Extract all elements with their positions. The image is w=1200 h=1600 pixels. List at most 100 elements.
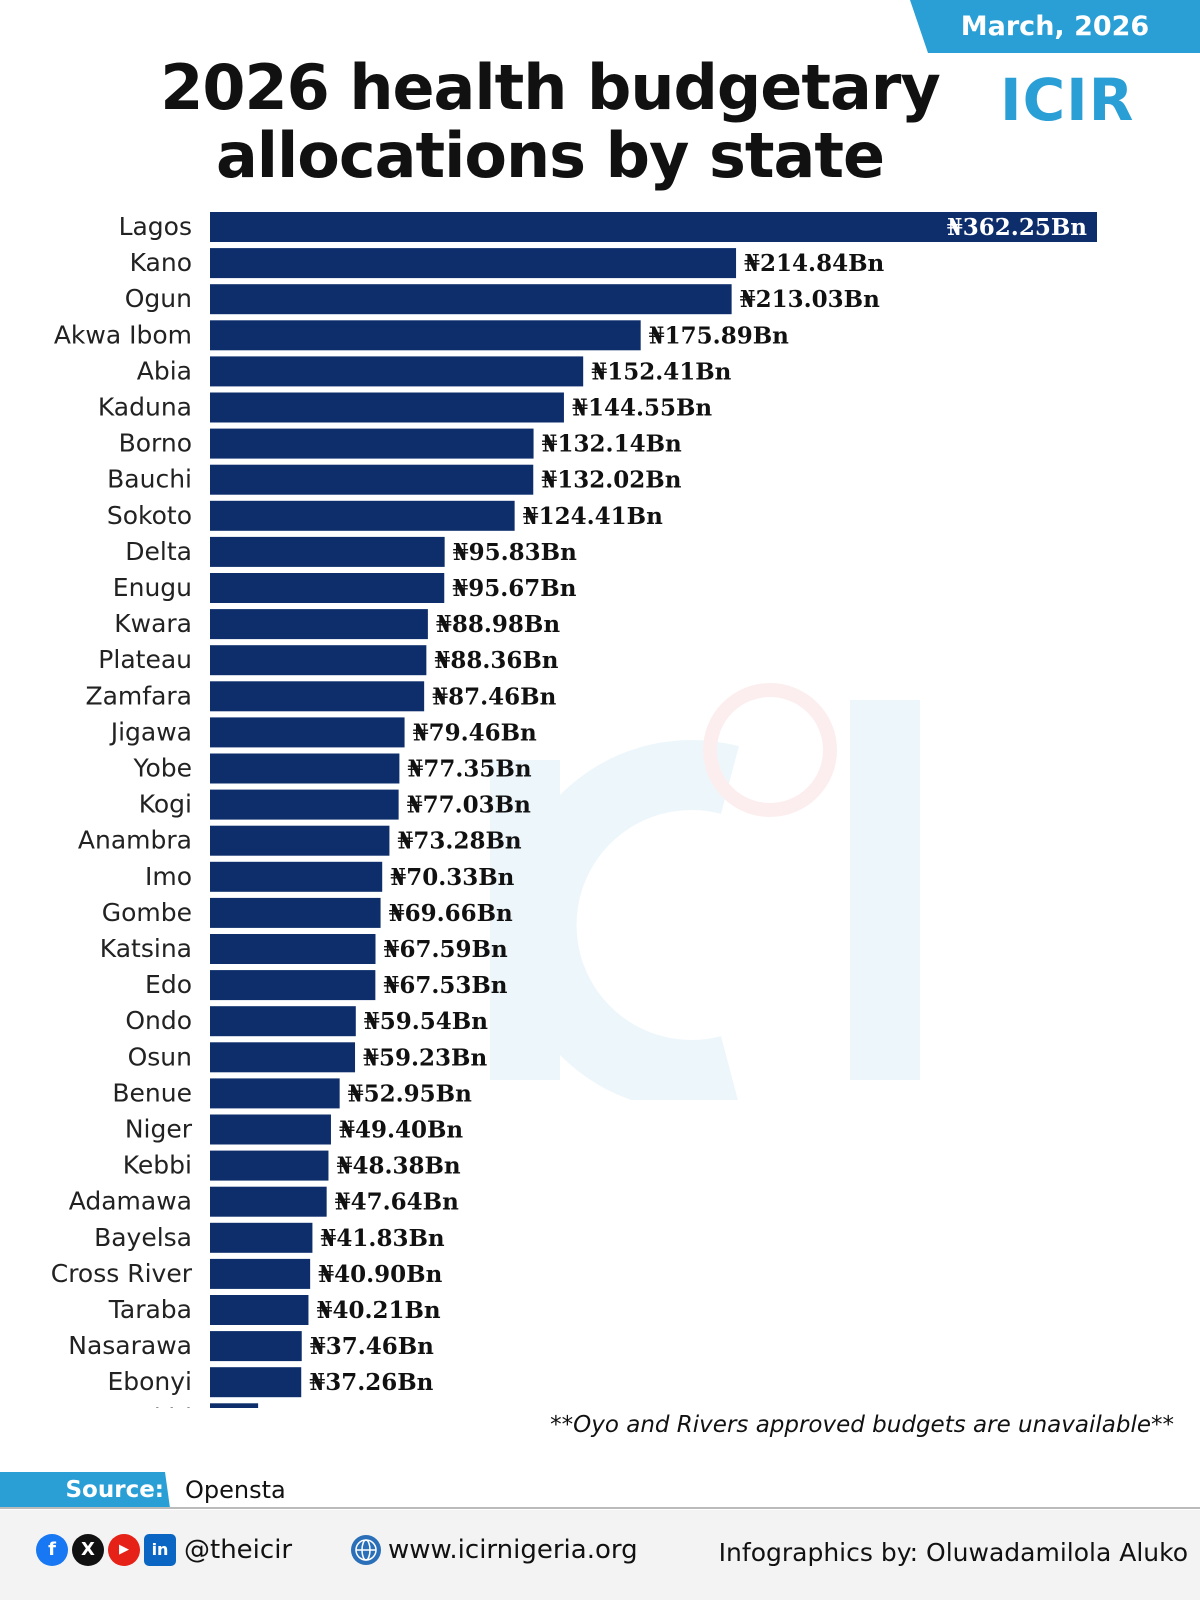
value-label: ₦88.98Bn (436, 611, 560, 638)
bar-kwara (210, 609, 428, 640)
bar-gombe (210, 897, 381, 928)
value-label: ₦70.33Bn (390, 864, 514, 891)
page-title: 2026 health budgetary allocations by sta… (60, 54, 1040, 190)
bar-borno (210, 428, 534, 459)
bar-kogi (210, 789, 399, 820)
category-label: Taraba (108, 1295, 192, 1324)
category-label: Plateau (98, 645, 192, 674)
bar-ondo (210, 1006, 356, 1037)
value-label: ₦214.84Bn (744, 250, 884, 277)
category-label: Edo (145, 970, 192, 999)
bar-kebbi (210, 1150, 329, 1181)
category-label: Delta (125, 537, 192, 566)
value-label: ₦132.14Bn (542, 431, 682, 458)
bar-akwa-ibom (210, 320, 641, 351)
value-label: ₦67.53Bn (383, 972, 507, 999)
bar-yobe (210, 753, 400, 784)
bar-kano (210, 248, 737, 279)
category-label: Borno (119, 429, 192, 458)
category-label: Kano (130, 248, 192, 277)
category-label: Katsina (100, 934, 192, 963)
value-label: ₦40.21Bn (316, 1297, 440, 1324)
category-label: Ondo (125, 1006, 192, 1035)
bar-bauchi (210, 464, 534, 495)
value-label: ₦67.59Bn (383, 936, 507, 963)
category-label: Enugu (113, 573, 192, 602)
category-label: Kogi (139, 790, 192, 819)
category-label: Kwara (114, 609, 192, 638)
bar-lagos (210, 212, 1097, 242)
value-label: ₦144.55Bn (572, 395, 712, 422)
category-label: Sokoto (107, 501, 192, 530)
category-label: Osun (128, 1042, 192, 1071)
facebook-icon[interactable]: f (36, 1534, 68, 1566)
value-label: ₦19.65Bn (266, 1405, 390, 1408)
value-label: ₦47.64Bn (335, 1189, 459, 1216)
bar-niger (210, 1114, 331, 1145)
category-label: Lagos (119, 212, 192, 241)
category-label: Ogun (125, 284, 192, 313)
divider (0, 1507, 1200, 1509)
value-label: ₦59.23Bn (363, 1044, 487, 1071)
value-label: ₦88.36Bn (434, 647, 558, 674)
bar-edo (210, 970, 376, 1001)
bar-zamfara (210, 681, 425, 712)
category-label: Ebonyi (107, 1367, 192, 1396)
category-label: Kebbi (123, 1151, 192, 1180)
category-label: Adamawa (69, 1187, 192, 1216)
category-label: Bayelsa (94, 1223, 192, 1252)
bar-plateau (210, 645, 427, 676)
bar-katsina (210, 934, 376, 964)
website-link[interactable]: www.icirnigeria.org (350, 1534, 638, 1566)
bar-jigawa (210, 717, 405, 748)
category-label: Kaduna (98, 393, 192, 422)
source-bar: Source: Opensta (0, 1472, 1200, 1508)
category-label: Gombe (102, 898, 192, 927)
bar-bayelsa (210, 1222, 313, 1253)
bar-delta (210, 536, 445, 567)
value-label: ₦40.90Bn (318, 1261, 442, 1288)
value-label: ₦77.35Bn (407, 756, 531, 783)
bar-taraba (210, 1295, 309, 1325)
linkedin-icon[interactable]: in (144, 1534, 176, 1566)
bar-chart: Lagos ₦362.25Bn Kano ₦214.84Bn Ogun ₦213.03Bn… (51, 212, 1097, 1408)
bar-ekiti (210, 1403, 259, 1408)
bar-benue (210, 1078, 340, 1109)
category-label: Nasarawa (68, 1331, 192, 1360)
category-label: Niger (125, 1115, 193, 1144)
source-label: Source: (0, 1472, 170, 1508)
value-label: ₦73.28Bn (397, 828, 521, 855)
bar-anambra (210, 825, 390, 856)
value-label: ₦175.89Bn (649, 322, 789, 349)
credit-text: Infographics by: Oluwadamilola Aluko (718, 1538, 1188, 1567)
bar-enugu (210, 573, 445, 603)
value-label: ₦87.46Bn (432, 683, 556, 710)
website-text: www.icirnigeria.org (388, 1535, 638, 1565)
icir-logo: ICIR (1000, 66, 1140, 136)
value-label: ₦77.03Bn (407, 792, 531, 819)
category-label: Bauchi (107, 465, 192, 494)
x-icon[interactable]: X (72, 1534, 104, 1566)
value-label: ₦59.54Bn (364, 1008, 488, 1035)
category-label: Akwa Ibom (54, 320, 192, 349)
value-label: ₦124.41Bn (523, 503, 663, 530)
value-label: ₦95.83Bn (453, 539, 577, 566)
bar-adamawa (210, 1186, 327, 1217)
bar-ogun (210, 284, 732, 315)
bar-nasarawa (210, 1331, 302, 1362)
logo-text: ICIR (1000, 66, 1135, 134)
category-label: Yobe (133, 754, 193, 783)
value-label: ₦69.66Bn (389, 900, 513, 927)
bar-osun (210, 1042, 356, 1073)
category-label: Imo (145, 862, 192, 891)
youtube-icon[interactable]: ▶ (108, 1534, 140, 1566)
social-handle[interactable]: @theicir (184, 1535, 293, 1565)
value-label: ₦52.95Bn (348, 1080, 472, 1107)
category-label: Cross River (51, 1259, 193, 1288)
category-label: Zamfara (85, 681, 192, 710)
category-label: Anambra (78, 826, 192, 855)
category-label: Abia (137, 356, 192, 385)
value-label: ₦48.38Bn (336, 1153, 460, 1180)
bar-ebonyi (210, 1367, 302, 1398)
title-line-1: 2026 health budgetary (160, 51, 941, 124)
